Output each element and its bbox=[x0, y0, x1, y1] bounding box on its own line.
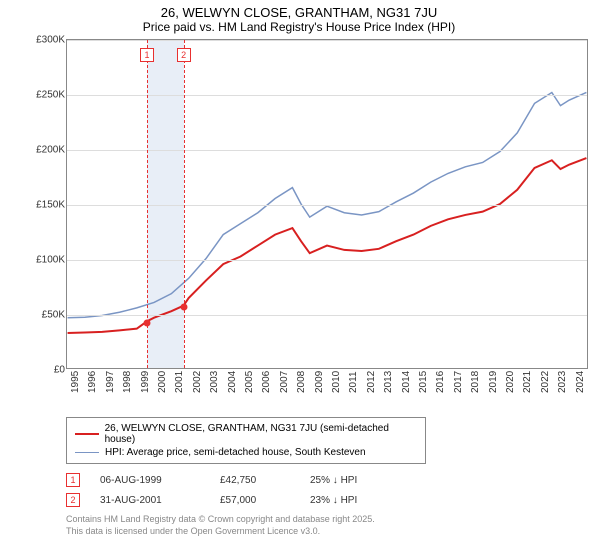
chart-container: 26, WELWYN CLOSE, GRANTHAM, NG31 7JU Pri… bbox=[0, 0, 600, 560]
legend-item-price: 26, WELWYN CLOSE, GRANTHAM, NG31 7JU (se… bbox=[75, 422, 417, 446]
annotation-row: 2 31-AUG-2001 £57,000 23% ↓ HPI bbox=[66, 490, 590, 510]
x-tick-label: 2020 bbox=[505, 371, 516, 393]
x-tick-label: 2011 bbox=[348, 371, 359, 393]
footer: Contains HM Land Registry data © Crown c… bbox=[66, 514, 590, 537]
chart-marker: 2 bbox=[177, 48, 191, 62]
x-tick-label: 1998 bbox=[122, 371, 133, 393]
x-tick-label: 2021 bbox=[522, 371, 533, 393]
annotation-price: £57,000 bbox=[220, 495, 290, 506]
annotation-date: 06-AUG-1999 bbox=[100, 475, 200, 486]
title-block: 26, WELWYN CLOSE, GRANTHAM, NG31 7JU Pri… bbox=[8, 5, 590, 34]
annotation-price: £42,750 bbox=[220, 475, 290, 486]
chart-title: 26, WELWYN CLOSE, GRANTHAM, NG31 7JU bbox=[8, 5, 590, 20]
legend-label: 26, WELWYN CLOSE, GRANTHAM, NG31 7JU (se… bbox=[105, 423, 417, 445]
x-tick-label: 2017 bbox=[453, 371, 464, 393]
y-tick-label: £0 bbox=[27, 365, 65, 376]
x-tick-label: 2000 bbox=[157, 371, 168, 393]
x-tick-label: 2004 bbox=[227, 371, 238, 393]
x-tick-label: 2015 bbox=[418, 371, 429, 393]
chart-marker: 1 bbox=[140, 48, 154, 62]
chart-subtitle: Price paid vs. HM Land Registry's House … bbox=[8, 20, 590, 34]
y-tick-label: £200K bbox=[27, 145, 65, 156]
x-tick-label: 2022 bbox=[540, 371, 551, 393]
x-tick-label: 1996 bbox=[87, 371, 98, 393]
y-tick-label: £50K bbox=[27, 310, 65, 321]
x-tick-label: 2007 bbox=[279, 371, 290, 393]
x-tick-label: 2013 bbox=[383, 371, 394, 393]
footer-line: This data is licensed under the Open Gov… bbox=[66, 526, 590, 538]
x-tick-label: 2010 bbox=[331, 371, 342, 393]
plot-region: £0£50K£100K£150K£200K£250K£300K199519961… bbox=[66, 39, 588, 369]
y-tick-label: £100K bbox=[27, 255, 65, 266]
x-tick-label: 2009 bbox=[314, 371, 325, 393]
x-tick-label: 2012 bbox=[366, 371, 377, 393]
x-tick-label: 2018 bbox=[470, 371, 481, 393]
chart-area: £0£50K£100K£150K£200K£250K£300K199519961… bbox=[26, 39, 588, 409]
x-tick-label: 2024 bbox=[575, 371, 586, 393]
y-tick-label: £150K bbox=[27, 200, 65, 211]
x-tick-label: 2001 bbox=[174, 371, 185, 393]
annotation-diff: 23% ↓ HPI bbox=[310, 495, 357, 506]
x-tick-label: 2019 bbox=[488, 371, 499, 393]
annotation-date: 31-AUG-2001 bbox=[100, 495, 200, 506]
x-tick-label: 2005 bbox=[244, 371, 255, 393]
annotation-marker: 2 bbox=[66, 493, 80, 507]
annotation-marker: 1 bbox=[66, 473, 80, 487]
x-tick-label: 1995 bbox=[70, 371, 81, 393]
y-tick-label: £300K bbox=[27, 35, 65, 46]
x-tick-label: 2003 bbox=[209, 371, 220, 393]
legend-swatch bbox=[75, 452, 99, 453]
legend-label: HPI: Average price, semi-detached house,… bbox=[105, 447, 366, 458]
legend-swatch bbox=[75, 433, 99, 435]
x-tick-label: 1997 bbox=[105, 371, 116, 393]
x-tick-label: 2023 bbox=[557, 371, 568, 393]
y-tick-label: £250K bbox=[27, 90, 65, 101]
footer-line: Contains HM Land Registry data © Crown c… bbox=[66, 514, 590, 526]
legend-item-hpi: HPI: Average price, semi-detached house,… bbox=[75, 446, 417, 459]
x-tick-label: 2016 bbox=[435, 371, 446, 393]
x-tick-label: 2014 bbox=[401, 371, 412, 393]
x-tick-label: 2008 bbox=[296, 371, 307, 393]
annotation-diff: 25% ↓ HPI bbox=[310, 475, 357, 486]
legend: 26, WELWYN CLOSE, GRANTHAM, NG31 7JU (se… bbox=[66, 417, 426, 464]
x-tick-label: 2006 bbox=[261, 371, 272, 393]
annotation-table: 1 06-AUG-1999 £42,750 25% ↓ HPI 2 31-AUG… bbox=[66, 470, 590, 510]
annotation-row: 1 06-AUG-1999 £42,750 25% ↓ HPI bbox=[66, 470, 590, 490]
x-tick-label: 1999 bbox=[140, 371, 151, 393]
x-tick-label: 2002 bbox=[192, 371, 203, 393]
